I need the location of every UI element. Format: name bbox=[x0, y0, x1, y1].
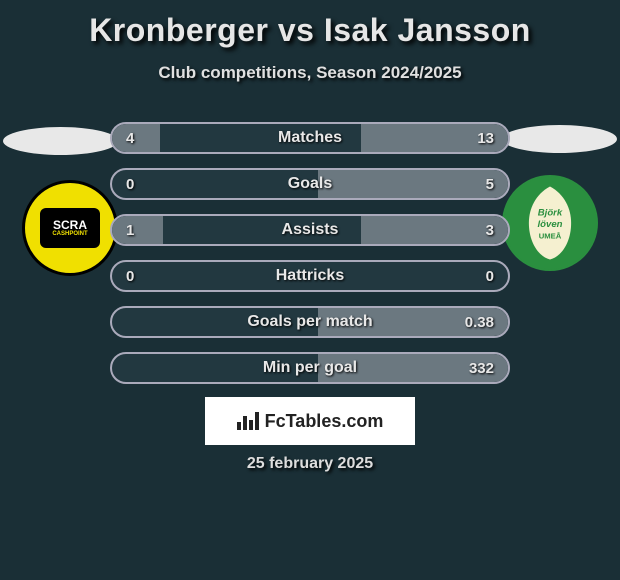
stat-label: Hattricks bbox=[276, 267, 344, 285]
stat-fill-right bbox=[318, 170, 508, 198]
stat-value-right: 13 bbox=[477, 130, 494, 147]
date-label: 25 february 2025 bbox=[0, 455, 620, 473]
svg-text:Björk: Björk bbox=[538, 207, 563, 218]
stat-value-right: 332 bbox=[469, 360, 494, 377]
club-logo-left: SCRA CASHPOINT bbox=[22, 180, 118, 276]
stat-label: Assists bbox=[282, 221, 339, 239]
stat-value-right: 3 bbox=[486, 222, 494, 239]
stat-fill-left bbox=[112, 124, 160, 152]
club-logo-right: Björk löven UMEÅ bbox=[502, 175, 598, 271]
comparison-infographic: Kronberger vs Isak Jansson Club competit… bbox=[0, 0, 620, 580]
stat-label: Goals bbox=[288, 175, 332, 193]
stat-row: 0 Goals 5 bbox=[110, 168, 510, 200]
stat-row: 1 Assists 3 bbox=[110, 214, 510, 246]
subtitle: Club competitions, Season 2024/2025 bbox=[0, 63, 620, 83]
stat-value-right: 0.38 bbox=[465, 314, 494, 331]
stat-row: 4 Matches 13 bbox=[110, 122, 510, 154]
stat-label: Min per goal bbox=[263, 359, 357, 377]
club-logo-left-subtext: CASHPOINT bbox=[52, 231, 87, 237]
svg-text:UMEÅ: UMEÅ bbox=[539, 231, 562, 240]
stat-value-left: 4 bbox=[126, 130, 134, 147]
stat-value-left: 0 bbox=[126, 268, 134, 285]
player-silhouette-left bbox=[3, 127, 118, 155]
bar-chart-icon bbox=[237, 412, 259, 430]
branding-badge: FcTables.com bbox=[205, 397, 415, 445]
stat-label: Goals per match bbox=[247, 313, 372, 331]
stat-value-left: 1 bbox=[126, 222, 134, 239]
branding-text: FcTables.com bbox=[265, 411, 384, 432]
stat-row: Goals per match 0.38 bbox=[110, 306, 510, 338]
stats-panel: 4 Matches 13 0 Goals 5 1 Assists 3 0 Hattricks 0 Goa… bbox=[110, 122, 510, 398]
stat-fill-left bbox=[112, 216, 163, 244]
player-silhouette-right bbox=[502, 125, 617, 153]
page-title: Kronberger vs Isak Jansson bbox=[0, 0, 620, 49]
stat-row: 0 Hattricks 0 bbox=[110, 260, 510, 292]
svg-text:löven: löven bbox=[537, 219, 562, 230]
stat-value-right: 5 bbox=[486, 176, 494, 193]
club-logo-left-text: SCRA bbox=[53, 219, 87, 231]
stat-value-left: 0 bbox=[126, 176, 134, 193]
stat-value-right: 0 bbox=[486, 268, 494, 285]
stat-row: Min per goal 332 bbox=[110, 352, 510, 384]
stat-label: Matches bbox=[278, 129, 342, 147]
